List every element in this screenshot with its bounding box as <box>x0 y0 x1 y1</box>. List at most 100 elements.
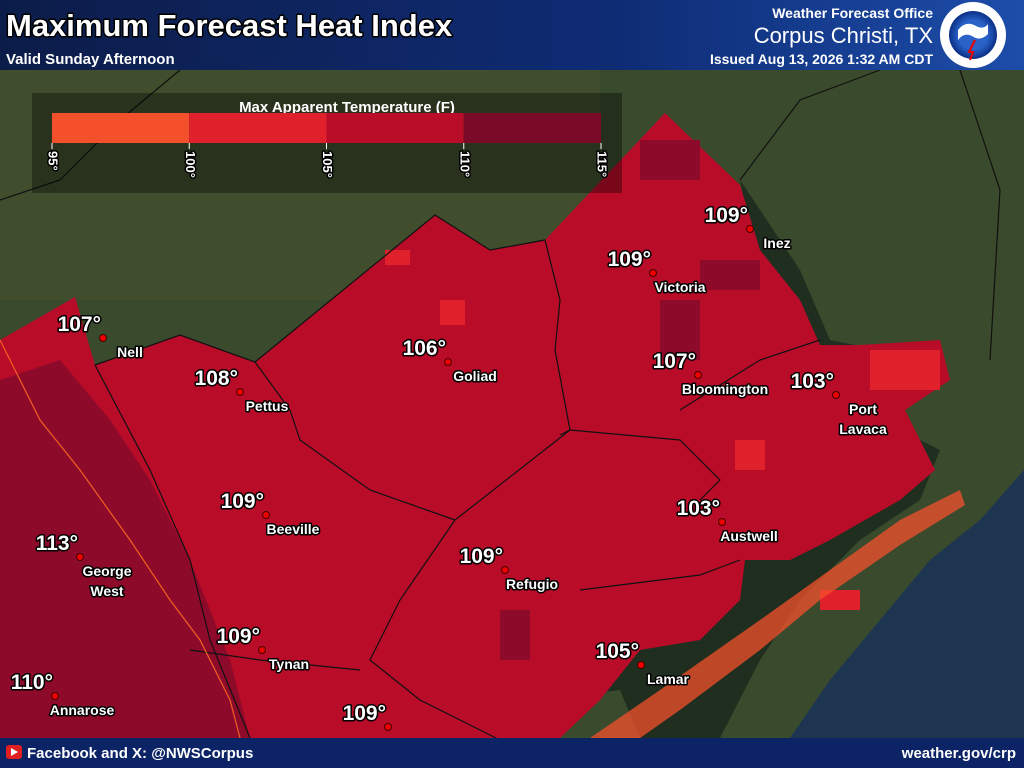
legend-title: Max Apparent Temperature (F) <box>239 99 455 116</box>
city-dot <box>384 723 392 731</box>
barrier-island <box>590 490 965 738</box>
city-temp: 109° <box>608 248 651 271</box>
legend-tick-label: 105° <box>320 151 335 178</box>
patch <box>820 590 860 610</box>
city-dot <box>694 371 702 379</box>
city-name: Refugio <box>506 576 558 592</box>
city-dot <box>718 518 726 526</box>
legend-tick-label: 100° <box>183 151 198 178</box>
county-line <box>369 519 501 741</box>
legend-swatch <box>189 113 327 143</box>
legend-swatch <box>52 113 190 143</box>
county-line <box>94 334 456 521</box>
footer-url: weather.gov/crp <box>901 745 1016 762</box>
header-bar <box>0 0 1024 70</box>
legend-swatch <box>463 113 601 143</box>
county-line <box>189 649 361 671</box>
county-line <box>739 69 881 181</box>
city-dot <box>76 553 84 561</box>
city-temp: 103° <box>677 497 720 520</box>
city-name: Inez <box>763 235 790 251</box>
city-name: West <box>90 583 124 599</box>
patch <box>640 140 700 180</box>
logo-cloud <box>958 23 988 40</box>
footer-bar <box>0 738 1024 768</box>
city-temp: 106° <box>403 337 446 360</box>
highway <box>0 339 241 739</box>
city-name: George <box>82 563 131 579</box>
city-name: Port <box>849 401 877 417</box>
city-dot <box>262 511 270 519</box>
footer-social: Facebook and X: @NWSCorpus <box>27 745 253 762</box>
city-temp: 105° <box>596 640 639 663</box>
city-dot <box>51 692 59 700</box>
city-temp: 113° <box>36 532 78 555</box>
city-dot <box>746 225 754 233</box>
county-line <box>959 69 1001 361</box>
city-temp: 109° <box>221 490 264 513</box>
city-temp: 109° <box>343 702 386 725</box>
subtitle: Valid Sunday Afternoon <box>6 51 175 68</box>
city-dot <box>444 358 452 366</box>
city-name: Pettus <box>246 398 289 414</box>
heat-area-high <box>0 360 250 738</box>
county-lines <box>0 69 1001 741</box>
legend: 95° 100° 105° 110° 115° <box>44 113 611 179</box>
heat-patches <box>120 140 760 680</box>
patch <box>660 300 700 360</box>
legend-tick-label: 95° <box>46 151 61 171</box>
city-name: Annarose <box>50 702 115 718</box>
city-dot <box>637 661 645 669</box>
heat-patches-low <box>385 250 940 610</box>
patch <box>440 300 465 325</box>
city-dot <box>258 646 266 654</box>
city-temp: 109° <box>217 625 260 648</box>
city-temp: 107° <box>653 350 696 373</box>
city-name: Tynan <box>269 656 309 672</box>
gulf <box>790 470 1024 738</box>
city-dot <box>832 391 840 399</box>
city-temp: 110° <box>11 671 53 694</box>
city-temp: 103° <box>791 370 834 393</box>
county-line <box>454 429 721 521</box>
patch <box>385 250 410 265</box>
office-name: Corpus Christi, TX <box>754 23 934 48</box>
city-name: Victoria <box>654 279 705 295</box>
office-line: Weather Forecast Office <box>772 5 933 21</box>
city-temp: 109° <box>460 545 503 568</box>
legend-swatch <box>326 113 464 143</box>
patch <box>735 440 765 470</box>
city-name: Nell <box>117 344 143 360</box>
legend-tick-label: 115° <box>595 151 610 177</box>
city-name: Bloomington <box>682 381 768 397</box>
issued: Issued Aug 13, 2026 1:32 AM CDT <box>710 51 933 67</box>
county-line <box>0 69 181 201</box>
patch <box>870 350 940 390</box>
county-line <box>254 214 571 436</box>
play-icon <box>11 748 18 756</box>
city-labels: 109°Inez109°Victoria107°Nell108°Pettus10… <box>9 203 888 731</box>
legend-tick-label: 110° <box>457 151 472 177</box>
county-line <box>679 339 821 411</box>
patch <box>120 640 170 680</box>
county-line <box>579 559 741 591</box>
patch <box>700 260 760 290</box>
logo-bolt <box>967 39 976 61</box>
city-dot <box>501 566 509 574</box>
title: Maximum Forecast Heat Index <box>6 8 453 43</box>
city-name: Beeville <box>267 521 320 537</box>
county-line <box>94 364 251 739</box>
city-name: Lamar <box>647 671 690 687</box>
city-name: Austwell <box>720 528 778 544</box>
city-name: Lavaca <box>839 421 887 437</box>
city-temp: 108° <box>195 367 238 390</box>
city-dot <box>236 388 244 396</box>
city-temp: 109° <box>705 204 748 227</box>
city-dot <box>99 334 107 342</box>
patch <box>500 610 530 660</box>
city-temp: 107° <box>58 313 101 336</box>
city-name: Goliad <box>453 368 497 384</box>
nws-logo <box>940 2 1006 68</box>
city-dot <box>649 269 657 277</box>
